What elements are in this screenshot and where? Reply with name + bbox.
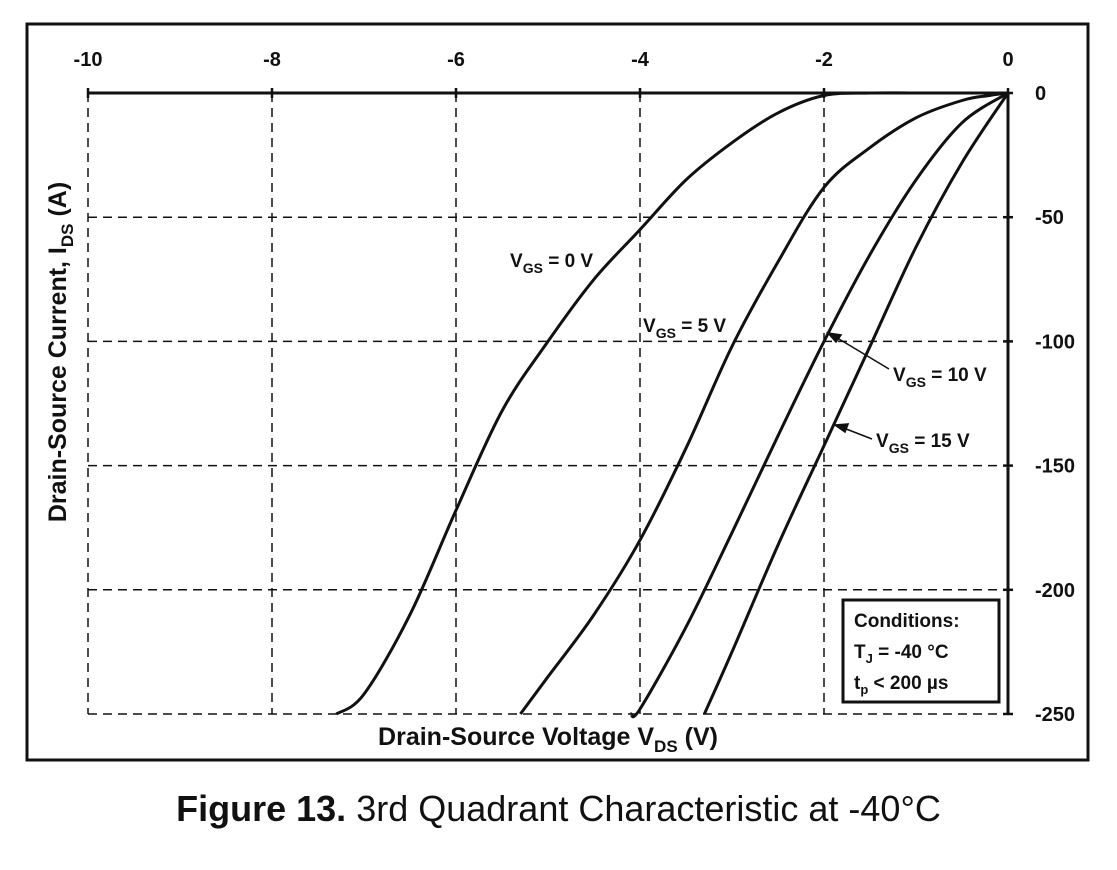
figure-label: Figure 13. bbox=[176, 788, 347, 829]
curve-label-vgs-0: VGS = 0 V bbox=[510, 251, 593, 276]
figure-caption: Figure 13. 3rd Quadrant Characteristic a… bbox=[0, 788, 1117, 830]
label-arrow-vgs-10 bbox=[825, 331, 890, 370]
x-tick-label: -4 bbox=[631, 49, 650, 71]
y-axis-title: Drain-Source Current, IDS (A) bbox=[44, 182, 77, 522]
figure-caption-text: 3rd Quadrant Characteristic at -40°C bbox=[356, 788, 941, 829]
curve-vgs-0v bbox=[335, 91, 1008, 716]
conditions-box: Conditions: TJ = -40 °C tp < 200 µs bbox=[841, 598, 1001, 704]
tick-labels: -10 -8 -6 -4 -2 00-50-100-150-200-250 bbox=[74, 49, 1075, 726]
curve-vgs-5v bbox=[519, 91, 1009, 715]
curves bbox=[335, 91, 1010, 719]
x-tick-label: -6 bbox=[447, 49, 465, 71]
curve-vgs-10v bbox=[629, 91, 1009, 719]
conditions-tp: tp < 200 µs bbox=[854, 673, 948, 697]
grid bbox=[87, 93, 1008, 715]
chart-frame bbox=[25, 22, 1090, 762]
x-tick-label: -10 bbox=[74, 49, 103, 71]
x-tick-label: 0 bbox=[1002, 49, 1013, 71]
y-tick-label: -100 bbox=[1035, 331, 1075, 353]
y-tick-label: -200 bbox=[1035, 580, 1075, 602]
x-axis-title: Drain-Source Voltage VDS (V) bbox=[378, 723, 718, 756]
x-tick-label: -2 bbox=[815, 49, 833, 71]
curve-label-vgs-10: VGS = 10 V bbox=[893, 365, 987, 390]
curve-label-vgs-15: VGS = 15 V bbox=[876, 431, 970, 456]
x-tick-label: -8 bbox=[263, 49, 281, 71]
y-tick-label: -50 bbox=[1035, 207, 1064, 229]
y-tick-label: -250 bbox=[1035, 704, 1075, 726]
curve-vgs-15v bbox=[703, 92, 1010, 715]
curve-label-vgs-5: VGS = 5 V bbox=[643, 316, 726, 341]
conditions-title: Conditions: bbox=[854, 611, 960, 632]
y-tick-label: 0 bbox=[1035, 83, 1046, 105]
conditions-tj: TJ = -40 °C bbox=[854, 642, 949, 666]
label-arrow-vgs-15 bbox=[832, 423, 873, 440]
y-tick-label: -150 bbox=[1035, 456, 1075, 478]
